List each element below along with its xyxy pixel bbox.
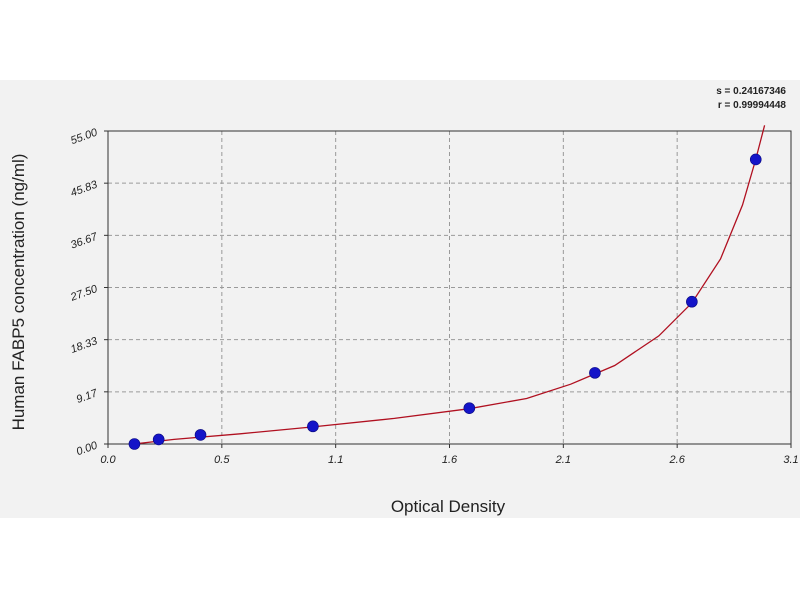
x-tick-label: 0.0 [100, 454, 116, 466]
data-point [128, 438, 141, 450]
grid [108, 131, 791, 444]
data-point [686, 295, 698, 308]
y-tick-label: 0.00 [75, 439, 100, 458]
y-tick-label: 36.67 [69, 231, 100, 252]
data-point [307, 420, 319, 433]
fit-curve [128, 125, 766, 444]
y-tick-label: 55.00 [69, 126, 100, 147]
y-tick-label: 45.83 [69, 178, 100, 199]
data-point [194, 429, 207, 441]
x-axis-ticks: 0.0 0.5 1.1 1.6 2.1 2.6 3.1 [100, 444, 799, 466]
y-tick-label: 9.17 [75, 387, 100, 406]
fit-curve-group [128, 125, 766, 444]
x-tick-label: 3.1 [783, 454, 798, 466]
x-tick-label: 1.1 [328, 454, 343, 466]
data-point [463, 402, 476, 414]
y-axis-label: Human FABP5 concentration (ng/ml) [9, 154, 28, 431]
y-tick-label: 18.33 [69, 335, 100, 356]
stat-r: r = 0.99994448 [718, 100, 787, 111]
x-tick-label: 2.1 [555, 454, 571, 466]
data-point [589, 367, 601, 379]
x-tick-label: 0.5 [214, 454, 230, 466]
stat-s: s = 0.24167346 [716, 86, 786, 97]
data-point [152, 433, 165, 446]
x-tick-label: 1.6 [442, 454, 458, 466]
x-tick-label: 2.6 [669, 454, 686, 466]
data-point [749, 153, 762, 166]
y-tick-label: 27.50 [68, 283, 100, 304]
y-axis-ticks: 0.00 9.17 18.33 27.50 36.67 45.83 55.00 [68, 126, 108, 458]
data-points [128, 153, 762, 450]
x-axis-label: Optical Density [391, 497, 506, 516]
